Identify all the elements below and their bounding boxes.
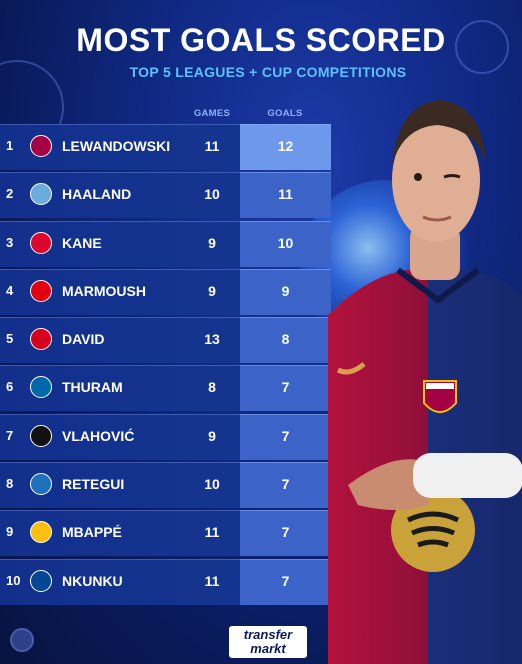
- decorative-dot: [10, 628, 34, 652]
- man-city-crest-icon: [30, 183, 52, 206]
- goals-value: 11: [278, 186, 293, 203]
- rank-number: 7: [6, 427, 14, 443]
- goals-cell-background: [240, 558, 331, 605]
- chelsea-crest-icon: [30, 569, 52, 592]
- real-madrid-crest-icon: [30, 521, 52, 544]
- rank-number: 4: [6, 282, 14, 298]
- goals-cell-background: [240, 220, 331, 267]
- rank-number: 8: [6, 476, 14, 492]
- table-row: 4 MARMOUSH 9 9: [0, 268, 331, 316]
- games-value: 9: [208, 282, 216, 299]
- games-value: 11: [204, 524, 220, 541]
- goals-cell-background: [240, 317, 331, 364]
- table-row: 6 THURAM 8 7: [0, 364, 331, 412]
- goals-cell-background: [240, 268, 331, 315]
- lille-crest-icon: [30, 328, 52, 351]
- atalanta-crest-icon: [30, 473, 52, 496]
- goals-value: 7: [281, 476, 290, 493]
- rank-number: 1: [6, 138, 14, 153]
- page-title: MOST GOALS SCORED: [76, 22, 446, 58]
- games-column-header: GAMES: [193, 108, 231, 119]
- player-name: KANE: [62, 234, 102, 251]
- goals-value: 9: [281, 282, 290, 299]
- brand-line-2: markt: [250, 641, 286, 656]
- table-row: 10 NKUNKU 11 7: [0, 558, 331, 606]
- games-value: 11: [204, 138, 220, 154]
- player-name: THURAM: [62, 379, 123, 396]
- games-value: 11: [204, 572, 220, 589]
- table-row: 3 KANE 9 10: [0, 220, 331, 268]
- goals-cell-background: [240, 462, 331, 509]
- table-row: 7 VLAHOVIĆ 9 7: [0, 413, 331, 461]
- table-row: 8 RETEGUI 10 7: [0, 461, 331, 509]
- barcelona-crest-icon: [30, 135, 52, 157]
- player-name: RETEGUI: [62, 476, 125, 493]
- decorative-circle: [455, 20, 509, 74]
- goals-value: 7: [281, 427, 290, 444]
- player-photo: [328, 100, 522, 664]
- goals-value: 8: [281, 331, 290, 348]
- player-name: MBAPPÉ: [62, 524, 122, 541]
- games-value: 8: [208, 379, 216, 396]
- rank-number: 3: [6, 234, 14, 250]
- scorers-table: 1 LEWANDOWSKI 11 12 2 HAALAND 10 11 3 KANE 9 10 4 MAR…: [0, 123, 331, 606]
- brand-line-1: transfer: [243, 627, 293, 642]
- goals-value: 12: [277, 138, 294, 154]
- rank-number: 5: [6, 331, 14, 347]
- goals-cell-background: [240, 172, 331, 219]
- games-value: 10: [204, 476, 220, 493]
- rank-number: 6: [6, 379, 14, 395]
- table-row: 9 MBAPPÉ 11 7: [0, 509, 331, 557]
- inter-crest-icon: [30, 376, 52, 399]
- goals-value: 7: [281, 379, 290, 396]
- frankfurt-crest-icon: [30, 279, 52, 302]
- player-name: LEWANDOWSKI: [62, 138, 171, 154]
- table-row: 1 LEWANDOWSKI 11 12: [0, 123, 331, 171]
- transfermarkt-logo: transfer markt: [229, 626, 307, 658]
- games-value: 10: [204, 186, 220, 203]
- table-row: 5 DAVID 13 8: [0, 316, 331, 364]
- goals-value: 7: [281, 572, 290, 589]
- games-value: 9: [208, 427, 216, 444]
- goals-cell-background: [240, 413, 331, 460]
- player-name: NKUNKU: [62, 572, 123, 589]
- juventus-crest-icon: [30, 424, 52, 447]
- player-name: DAVID: [62, 331, 105, 348]
- player-name: MARMOUSH: [62, 282, 146, 299]
- rank-number: 2: [6, 186, 14, 202]
- bayern-crest-icon: [30, 231, 52, 254]
- goals-column-header: GOALS: [267, 108, 303, 119]
- games-value: 9: [208, 234, 216, 251]
- page-subtitle: TOP 5 LEAGUES + CUP COMPETITIONS: [129, 64, 407, 80]
- games-value: 13: [204, 331, 220, 348]
- rank-number: 9: [6, 524, 14, 540]
- club-badge: [423, 380, 457, 413]
- goals-value: 10: [277, 234, 294, 251]
- player-name: HAALAND: [62, 186, 132, 203]
- goals-cell-background: [240, 510, 331, 557]
- goals-cell-background: [240, 365, 331, 412]
- goals-cell-background: [240, 124, 331, 170]
- goals-value: 7: [281, 524, 290, 541]
- player-name: VLAHOVIĆ: [62, 427, 135, 444]
- rank-number: 10: [6, 572, 21, 588]
- table-row: 2 HAALAND 10 11: [0, 171, 331, 219]
